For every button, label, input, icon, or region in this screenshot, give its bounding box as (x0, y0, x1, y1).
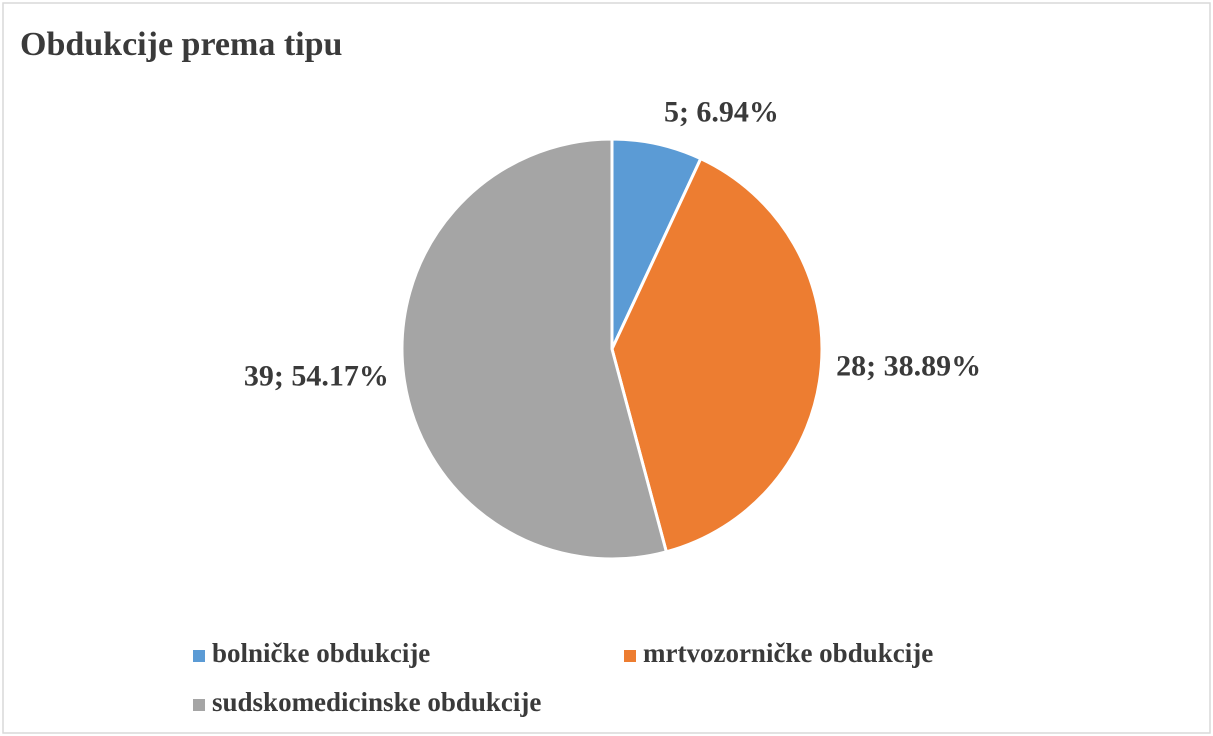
chart-title: Obdukcije prema tipu (20, 26, 342, 63)
legend-swatch (193, 650, 205, 662)
pie-slice (400, 137, 669, 561)
pie-slice (610, 156, 824, 554)
data-label: 5; 6.94% (664, 96, 779, 129)
legend-swatch (193, 699, 205, 711)
legend-swatch (624, 650, 636, 662)
data-label: 39; 54.17% (244, 359, 389, 392)
data-label: 28; 38.89% (836, 350, 981, 383)
legend-label: sudskomedicinske obdukcije (212, 687, 541, 717)
legend-label: mrtvozorničke obdukcije (643, 638, 933, 668)
legend-label: bolničke obdukcije (212, 638, 430, 668)
